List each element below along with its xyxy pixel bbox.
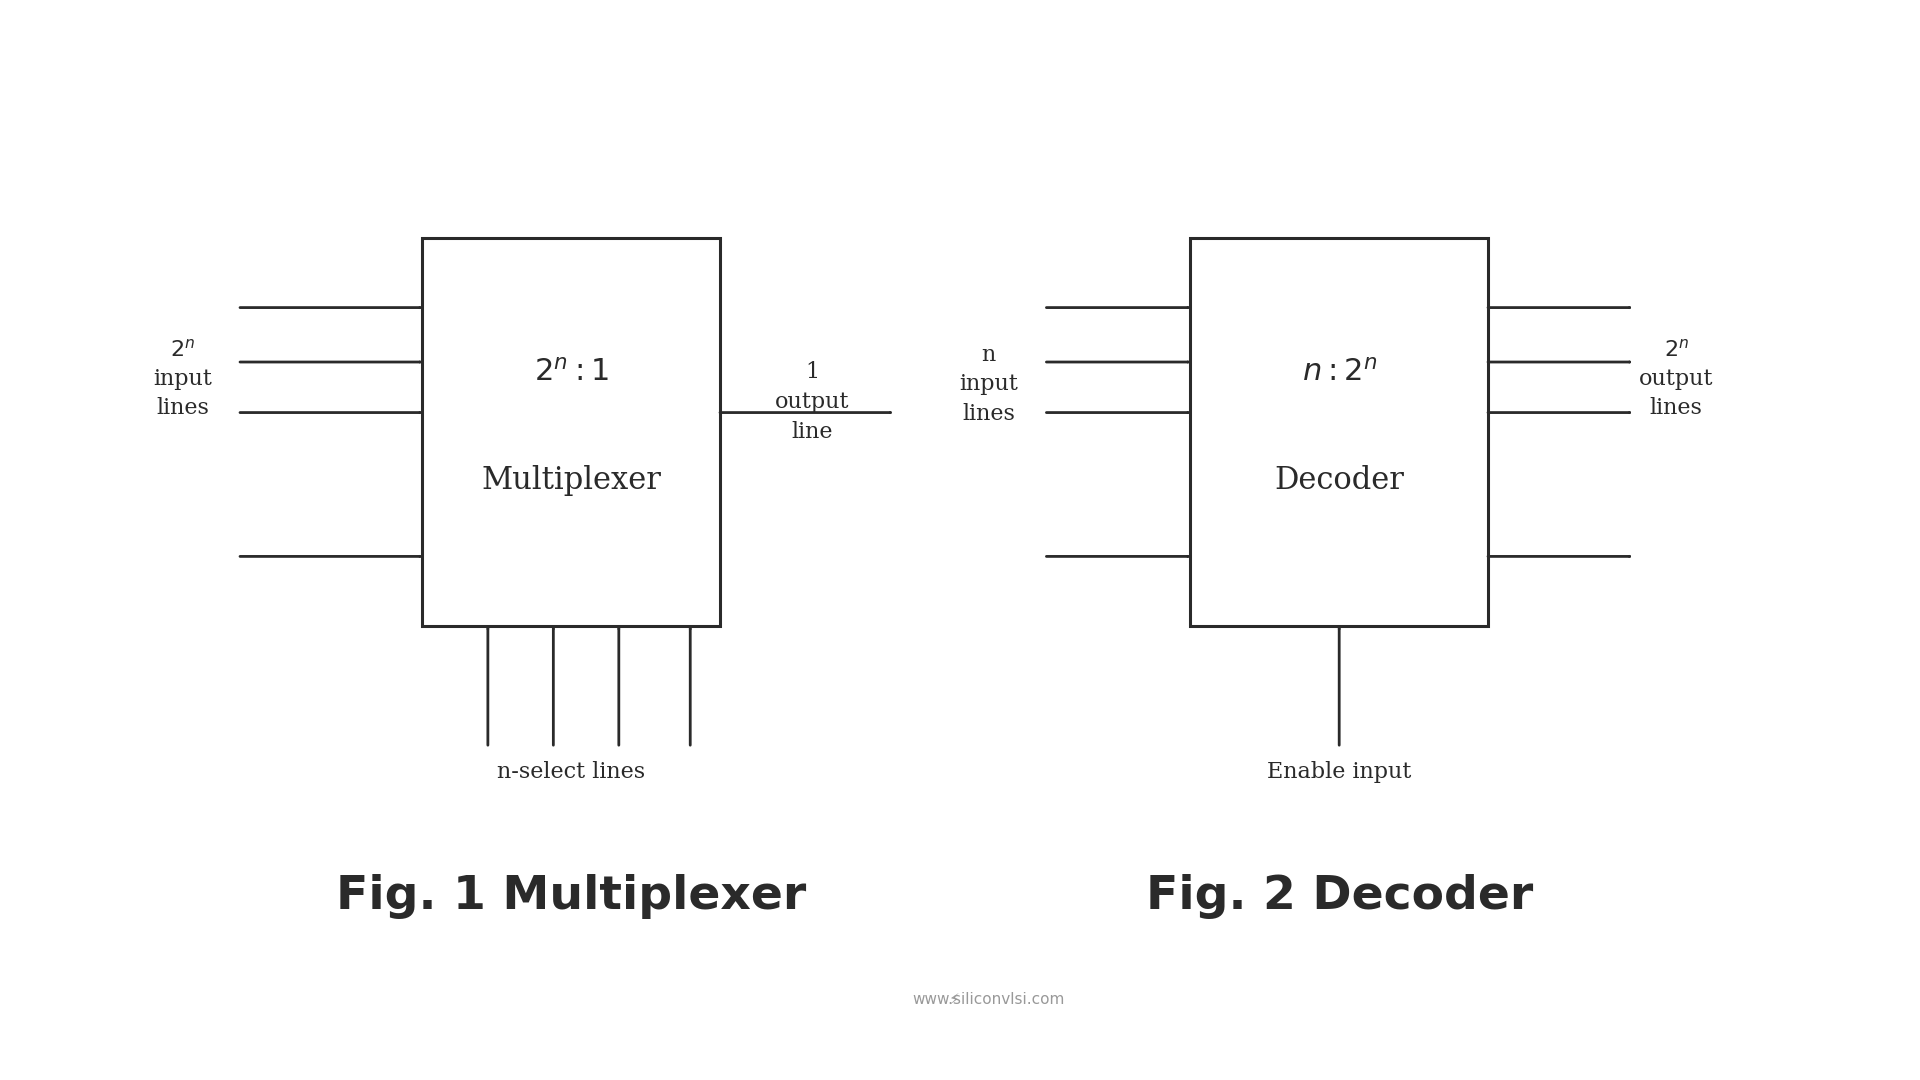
Text: output: output [1640, 368, 1713, 390]
Text: output: output [776, 391, 849, 413]
Text: input: input [960, 374, 1018, 395]
Text: Decoder: Decoder [1275, 465, 1404, 496]
Text: ⚡: ⚡ [948, 991, 960, 1007]
Text: n-select lines: n-select lines [497, 761, 645, 783]
Text: Multiplexer: Multiplexer [482, 465, 660, 496]
Text: $2^n$: $2^n$ [169, 339, 196, 361]
Text: $2^n$: $2^n$ [1663, 339, 1690, 361]
Text: lines: lines [156, 397, 209, 419]
Text: $2^n : 1$: $2^n : 1$ [534, 357, 609, 388]
Text: Fig. 2 Decoder: Fig. 2 Decoder [1146, 874, 1532, 919]
Text: $n : 2^n$: $n : 2^n$ [1302, 357, 1377, 388]
Text: n: n [981, 345, 996, 366]
Text: Enable input: Enable input [1267, 761, 1411, 783]
Text: www.siliconvlsi.com: www.siliconvlsi.com [912, 991, 1066, 1007]
Text: Fig. 1 Multiplexer: Fig. 1 Multiplexer [336, 874, 806, 919]
Text: line: line [791, 421, 833, 443]
Text: 1: 1 [804, 361, 820, 382]
Text: lines: lines [962, 403, 1016, 424]
Text: lines: lines [1649, 397, 1703, 419]
Text: input: input [154, 368, 211, 390]
